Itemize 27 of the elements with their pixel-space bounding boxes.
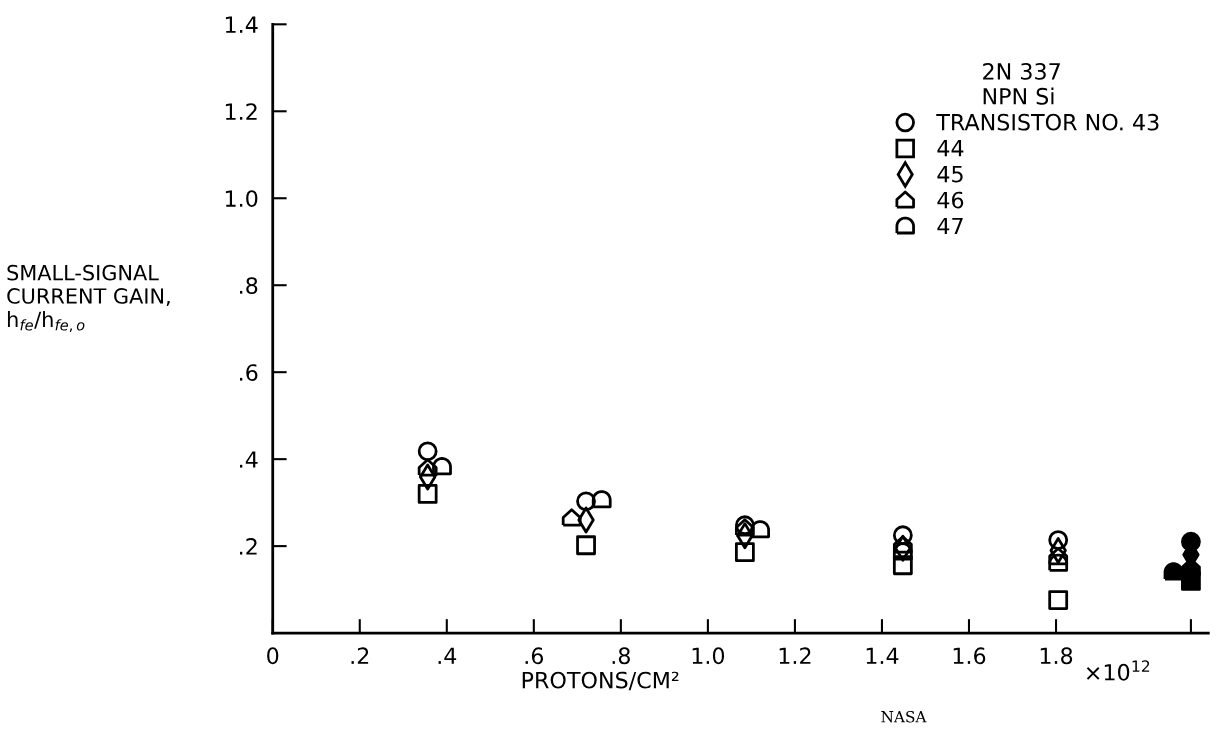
legend-label: 45 (937, 166, 963, 183)
legend-title: 2N 337 NPN Si (983, 62, 1060, 105)
x-axis-title: PROTONS/CM² (522, 671, 679, 691)
x-tick-label: .6 (525, 647, 544, 665)
y-axis-title: SMALL-SIGNAL CURRENT GAIN, h$_{fe}$/h$_{fe,o}$ (7, 264, 170, 333)
text: NASA (881, 710, 927, 723)
x-tick-label: .8 (612, 647, 630, 665)
legend-label: 44 (937, 140, 964, 157)
legend-label: 47 (937, 217, 963, 235)
legend-label: TRANSISTOR NO. 43 (936, 113, 1159, 131)
y-tick-label: .4 (240, 451, 258, 468)
y-tick-label: 1.2 (225, 103, 257, 120)
y-tick-label: .2 (240, 538, 257, 555)
x-tick-label: 1.8 (1040, 647, 1073, 665)
x-tick-label: 1.4 (866, 647, 899, 664)
x-tick-label: 0 (267, 647, 279, 665)
y-tick-label: 1.4 (225, 16, 258, 33)
x-tick-label: .2 (351, 647, 369, 664)
y-tick-label: 1.0 (225, 190, 258, 208)
text: ×10$^{12}$ (1086, 660, 1150, 681)
legend-label: 46 (937, 191, 964, 209)
x-tick-label: 1.2 (779, 647, 811, 664)
x-tick-label: .4 (438, 647, 457, 664)
x-tick-label: 1.6 (953, 647, 986, 665)
y-tick-label: .6 (240, 364, 258, 381)
x-tick-label: 1.0 (692, 647, 725, 665)
y-tick-label: .8 (240, 277, 258, 294)
